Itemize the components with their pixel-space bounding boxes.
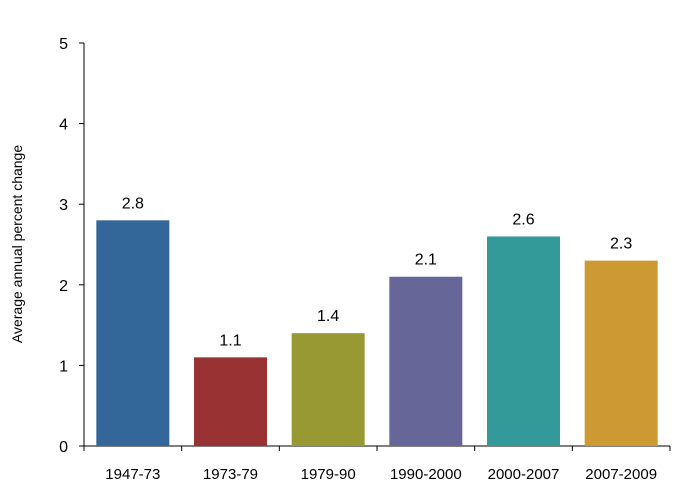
plot-area: 0 1 2 3 4 5 2.8 1947-73 1.1 1973-79 1.4 1979-90 2.1 1… — [59, 36, 671, 483]
data-label: 2.1 — [415, 252, 437, 269]
x-tick-label: 1947-73 — [105, 466, 160, 483]
x-tick-label: 1973-79 — [203, 466, 258, 483]
y-tick-label: 1 — [59, 358, 68, 375]
bar — [194, 357, 267, 446]
y-tick-label: 5 — [59, 36, 68, 53]
bar — [584, 260, 658, 446]
data-label: 1.4 — [317, 308, 339, 325]
x-tick-label: 2000-2007 — [488, 466, 560, 483]
y-tick-label: 3 — [59, 197, 68, 214]
bar — [291, 333, 365, 446]
x-tick-label: 2007-2009 — [585, 466, 657, 483]
bar — [389, 276, 463, 446]
data-label: 2.6 — [512, 211, 534, 228]
bar — [487, 236, 560, 446]
y-tick-label: 0 — [59, 439, 68, 456]
data-label: 1.1 — [219, 332, 241, 349]
y-tick-label: 4 — [59, 117, 68, 134]
x-tick-label: 1979-90 — [301, 466, 356, 483]
x-tick-label: 1990-2000 — [390, 466, 462, 483]
data-label: 2.3 — [610, 236, 632, 253]
y-axis-title: Average annual percent change — [9, 145, 25, 343]
y-tick-label: 2 — [59, 278, 68, 295]
data-label: 2.8 — [122, 195, 144, 212]
bar — [96, 220, 170, 446]
